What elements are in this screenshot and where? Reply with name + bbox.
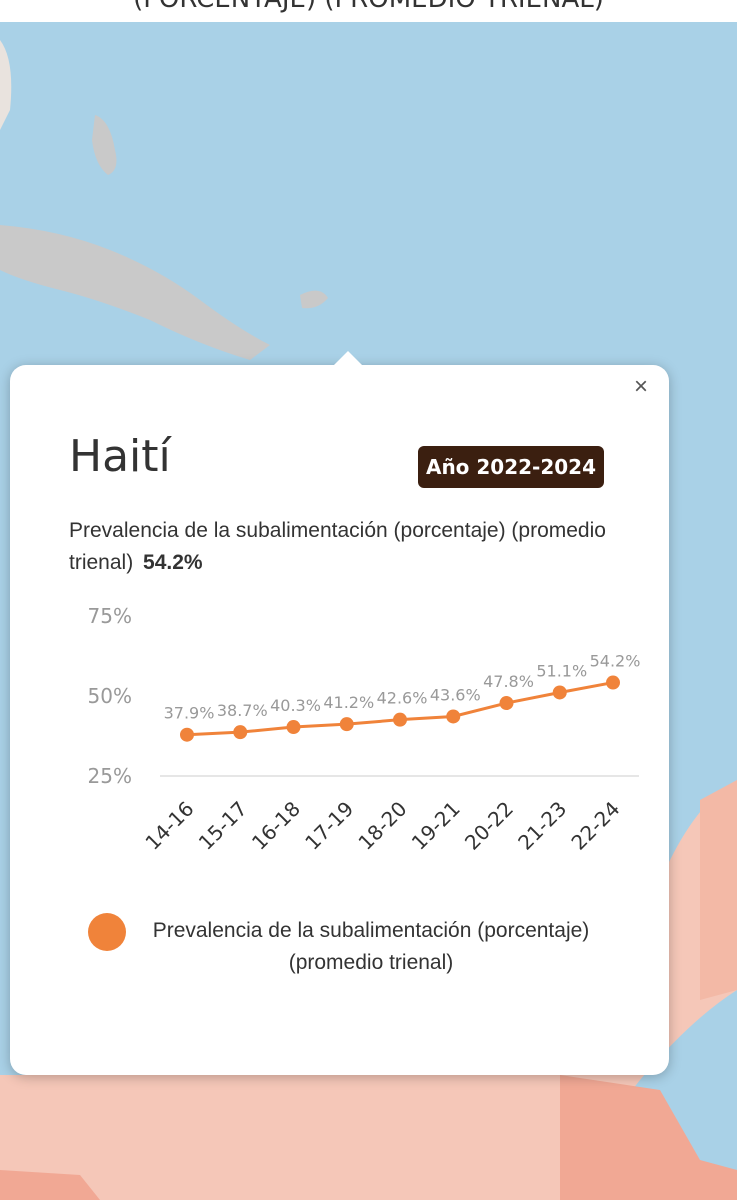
x-tick-label: 21-23 bbox=[513, 797, 571, 855]
data-label: 51.1% bbox=[536, 661, 587, 680]
data-label: 47.8% bbox=[483, 672, 534, 691]
x-tick-label: 16-18 bbox=[247, 797, 305, 855]
line-chart: 25% 50% 75% 37.9% 38.7% 40.3% 41.2% 42.6% 43.6%4… bbox=[88, 604, 641, 855]
indicator-summary: Prevalencia de la subalimentación (porce… bbox=[69, 515, 629, 579]
cuba-landmass bbox=[0, 225, 270, 360]
country-title: Haití bbox=[69, 431, 171, 482]
data-label: 54.2% bbox=[590, 652, 641, 671]
data-label: 43.6% bbox=[430, 685, 481, 704]
x-tick-label: 19-21 bbox=[407, 797, 465, 855]
indicator-value: 54.2% bbox=[143, 551, 203, 574]
data-label: 38.7% bbox=[217, 701, 268, 720]
close-button[interactable]: × bbox=[633, 373, 648, 400]
data-label: 41.2% bbox=[323, 693, 374, 712]
popup-pointer bbox=[332, 351, 364, 367]
data-point bbox=[552, 685, 567, 700]
year-badge: Año 2022-2024 bbox=[418, 446, 604, 488]
x-tick-label: 15-17 bbox=[194, 797, 252, 855]
x-tick-label: 14-16 bbox=[140, 797, 198, 855]
data-label: 42.6% bbox=[377, 689, 428, 708]
data-label: 40.3% bbox=[270, 696, 321, 715]
legend-marker-icon bbox=[88, 913, 126, 951]
page-title-fragment: (PORCENTAJE) (PROMEDIO TRIENAL) bbox=[0, 0, 737, 22]
data-label: 37.9% bbox=[164, 704, 215, 723]
y-tick-label: 50% bbox=[88, 684, 132, 708]
x-tick-label: 20-22 bbox=[460, 797, 518, 855]
x-tick-label: 18-20 bbox=[353, 797, 411, 855]
south-landmass bbox=[0, 760, 737, 1200]
data-point bbox=[233, 725, 248, 740]
y-tick-label: 75% bbox=[88, 604, 132, 628]
x-tick-label: 22-24 bbox=[566, 797, 624, 855]
data-point bbox=[499, 696, 514, 711]
data-point bbox=[446, 709, 461, 724]
data-point bbox=[606, 675, 620, 690]
data-point bbox=[339, 717, 354, 732]
data-point bbox=[286, 720, 301, 735]
country-popup: × Haití Año 2022-2024 Prevalencia de la … bbox=[10, 351, 669, 1075]
indicator-label: Prevalencia de la subalimentación (porce… bbox=[69, 519, 606, 574]
data-point bbox=[180, 727, 194, 742]
y-tick-label: 25% bbox=[88, 764, 132, 788]
x-tick-label: 17-19 bbox=[300, 797, 358, 855]
page-title: (PORCENTAJE) (PROMEDIO TRIENAL) bbox=[0, 0, 737, 14]
legend-label: Prevalencia de la subalimentación (porce… bbox=[152, 919, 590, 974]
data-point bbox=[393, 712, 407, 727]
